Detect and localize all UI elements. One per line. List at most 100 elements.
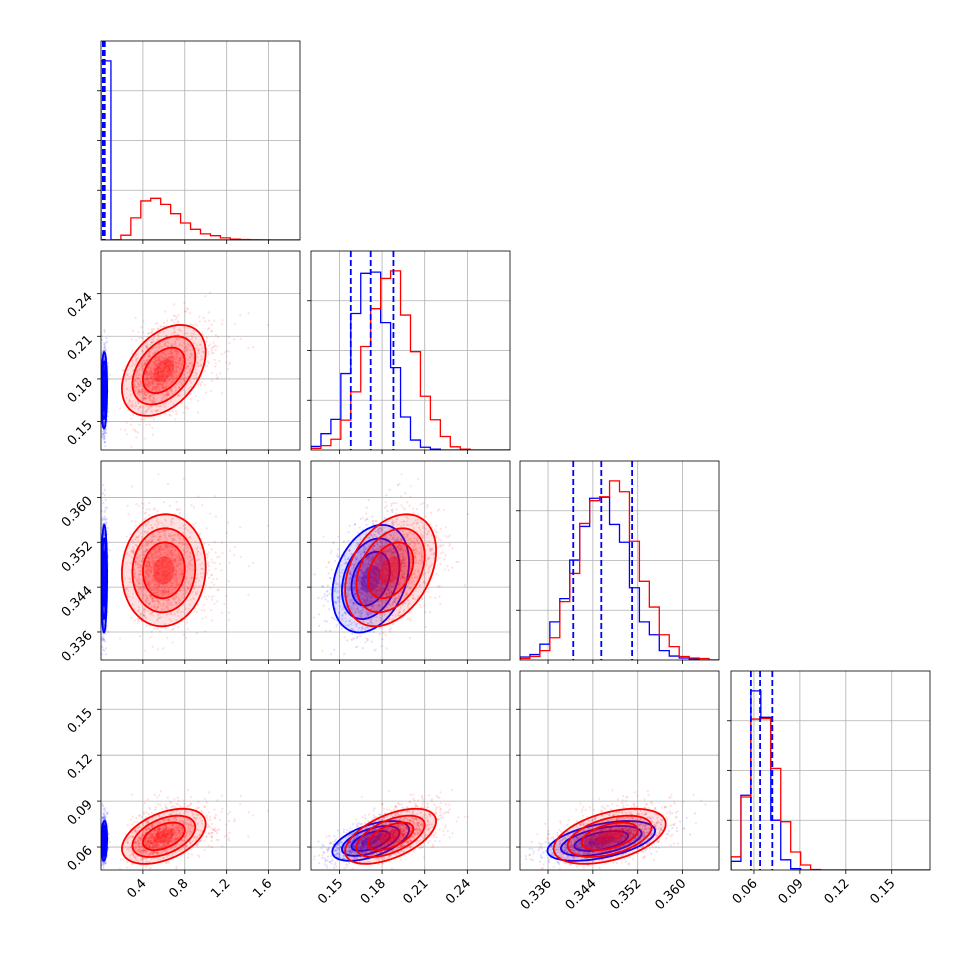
scatter-point: [153, 335, 156, 338]
scatter-point: [156, 588, 159, 591]
scatter-point: [189, 568, 192, 571]
scatter-point: [148, 569, 151, 572]
scatter-point: [141, 581, 144, 584]
scatter-point: [136, 392, 139, 395]
scatter-point: [167, 598, 170, 601]
scatter-point: [103, 534, 106, 537]
density-fill: [142, 347, 185, 394]
scatter-point: [157, 375, 160, 378]
scatter-point: [195, 371, 198, 374]
scatter-point: [180, 558, 183, 561]
scatter-point: [173, 612, 176, 616]
scatter-point: [176, 320, 179, 323]
scatter-point: [153, 548, 156, 551]
scatter-point: [167, 365, 170, 368]
scatter-point: [233, 554, 236, 557]
scatter-point: [147, 560, 150, 563]
scatter-point: [131, 352, 134, 355]
scatter-point: [183, 524, 186, 527]
scatter-point: [181, 401, 184, 405]
scatter-point: [360, 587, 363, 590]
scatter-point: [156, 564, 159, 568]
scatter-point: [220, 569, 223, 572]
scatter-point: [160, 566, 163, 570]
scatter-point: [152, 564, 155, 567]
scatter-point: [171, 546, 174, 549]
scatter-point: [196, 546, 199, 549]
scatter-point: [158, 359, 161, 362]
scatter-point: [170, 355, 173, 358]
scatter-point: [170, 390, 173, 393]
scatter-point: [216, 556, 219, 559]
scatter-point: [201, 504, 204, 507]
scatter-point: [134, 562, 137, 565]
scatter-point: [158, 387, 161, 390]
scatter-point: [173, 303, 176, 306]
scatter-point: [119, 428, 122, 431]
scatter-point: [154, 340, 157, 343]
scatter-point: [186, 557, 189, 560]
scatter-point: [150, 570, 153, 573]
scatter-point: [167, 379, 170, 382]
scatter-point: [102, 638, 105, 641]
scatter-point: [156, 555, 159, 558]
scatter-point: [168, 368, 171, 371]
scatter-point: [151, 597, 154, 600]
scatter-point: [104, 440, 107, 444]
scatter-point: [156, 619, 159, 622]
scatter-point: [175, 571, 178, 574]
scatter-point: [158, 576, 161, 580]
scatter-point: [161, 593, 164, 597]
scatter-point: [159, 531, 162, 534]
contour-line: [101, 370, 107, 411]
scatter-point: [361, 570, 364, 573]
scatter-point: [127, 589, 130, 593]
scatter-point: [157, 374, 160, 377]
scatter-point: [171, 517, 174, 520]
scatter-point: [122, 369, 125, 372]
scatter-point: [103, 437, 106, 440]
scatter-point: [154, 607, 157, 611]
scatter-point: [159, 362, 162, 365]
scatter-point: [133, 575, 136, 578]
scatter-point: [177, 320, 180, 323]
scatter-point: [157, 581, 160, 584]
scatter-point: [379, 569, 382, 572]
scatter-point: [144, 344, 147, 347]
scatter-point: [175, 601, 178, 605]
scatter-point: [192, 506, 195, 509]
scatter-point: [159, 545, 162, 548]
scatter-point: [153, 361, 156, 365]
scatter-point: [175, 574, 178, 577]
scatter-point: [171, 562, 174, 565]
scatter-point: [161, 384, 165, 387]
scatter-point: [153, 592, 156, 595]
scatter-point: [147, 581, 150, 584]
histogram-panel-0: [101, 41, 300, 240]
scatter-point: [102, 434, 105, 437]
scatter-point: [143, 363, 146, 366]
scatter-point: [158, 379, 161, 382]
scatter-point: [153, 547, 157, 550]
scatter-point: [153, 393, 157, 396]
scatter-point: [187, 561, 190, 564]
scatter-point: [188, 349, 191, 352]
scatter-point: [160, 547, 164, 551]
scatter-point: [207, 350, 210, 354]
scatter-point: [139, 381, 142, 385]
scatter-point: [178, 342, 181, 346]
scatter-point: [157, 590, 160, 593]
scatter-point: [134, 362, 137, 365]
scatter-point: [133, 364, 136, 367]
scatter-point: [140, 612, 143, 615]
scatter-point: [170, 557, 173, 560]
scatter-point: [141, 559, 144, 562]
scatter-point: [165, 358, 168, 361]
scatter-point: [149, 570, 152, 573]
scatter-point: [152, 508, 155, 511]
scatter-point: [170, 389, 173, 392]
scatter-point: [102, 484, 105, 487]
scatter-point: [141, 337, 144, 340]
scatter-point: [190, 576, 193, 580]
scatter-point: [177, 554, 180, 557]
